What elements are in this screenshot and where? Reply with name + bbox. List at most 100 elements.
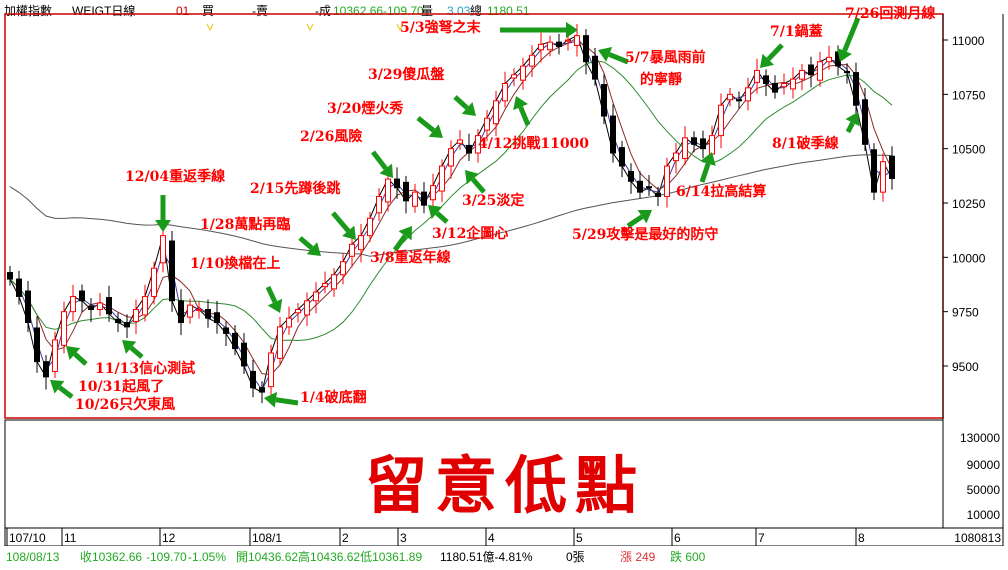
annotation-label: 2/15先蹲後跳 [250,181,341,197]
candle [664,157,670,208]
candle-body [556,41,562,48]
candle [295,302,301,323]
candle [97,292,103,317]
candle-body [61,311,67,346]
annotation-arrow-icon [513,96,531,126]
candle [34,316,40,373]
candle-body [439,165,445,192]
annotation-arrow-icon [50,380,74,399]
candle-body [736,99,742,102]
candle [628,163,634,194]
price-tick-label: 9500 [952,360,979,374]
candle [637,171,643,199]
candle [286,306,292,335]
candle [655,186,661,207]
candle [772,75,778,99]
candle [133,299,139,335]
period-marker-icon [396,23,404,32]
candle [727,87,733,107]
status-close: 收10362.66 [80,550,143,564]
arrow-head [461,102,476,116]
volume-tick-label: 90000 [967,458,1001,472]
candle [619,141,625,178]
arrow-head [398,226,412,241]
candle [448,140,454,179]
candle [115,312,121,333]
arrow-head [155,220,171,232]
status-change: -109.70 [146,550,187,564]
arrow-head [513,96,528,111]
annotation-arrow-icon [66,346,88,366]
status-down: 跌 600 [670,550,706,564]
annotation-label: 7/1鍋蓋 [770,24,823,40]
arrow-shaft [331,211,351,233]
annotation-label: 1/10換檔在上 [190,256,281,272]
candle-body [259,387,265,393]
arrow-shaft [608,52,629,65]
candle-body [682,137,688,159]
date-tick-label: 12 [162,531,176,545]
candle-body [601,84,607,117]
arrow-shaft [371,150,388,171]
arrow-head [428,205,443,219]
annotation-arrow-icon [837,17,861,62]
candle-body [205,308,211,319]
candle [529,45,535,78]
candle-body [340,261,346,276]
candle-body [358,235,364,251]
candle [439,159,445,203]
price-tick-label: 10250 [952,197,986,211]
candle [376,188,382,221]
arrow-head [465,170,479,185]
candle [151,261,157,305]
arrow-head [342,225,356,240]
candle [781,73,787,95]
arrow-shaft [73,352,88,366]
date-tick-label: 6 [674,531,681,545]
arrow-head [264,391,278,408]
candle [736,91,742,109]
price-tick-label: 10000 [952,251,986,265]
arrow-shaft [766,43,784,62]
candle-body [745,87,751,102]
candle-body [79,290,85,302]
candle-body [223,327,229,334]
annotation-label: 1/28萬點再臨 [200,217,291,233]
candle [493,90,499,137]
candle-body [808,64,814,76]
candle-body [448,148,454,167]
date-tick-label: 2 [342,531,349,545]
candle-body [754,69,760,83]
candle [52,331,58,378]
candle-body [484,117,490,131]
candle [88,297,94,323]
annotation-label: 3/8重返年線 [370,250,451,266]
arrow-head [379,163,393,178]
candle-body [16,278,22,297]
candle-body [871,149,877,193]
arrow-head [598,47,613,62]
candle [682,126,688,165]
candle-body [304,300,310,316]
date-tick-label: 7 [758,531,765,545]
candle-body [214,312,220,324]
candle-body [313,291,319,302]
candle [223,321,229,347]
candle-body [286,317,292,328]
candle-body [511,74,517,79]
annotation-label: 5/29攻擊是最好的防守 [572,227,719,243]
candle [358,223,364,263]
status-amount: 1180.51億-4.81% [440,550,533,564]
candle-body [763,75,769,84]
arrow-head [700,152,716,166]
candle-body [493,100,499,125]
arrow-head [267,298,283,313]
arrow-shaft [626,214,644,229]
candle [412,183,418,213]
candle [196,301,202,319]
arrow-head [122,340,137,354]
candle [808,56,814,88]
annotation-arrow-icon [264,391,299,408]
candle-body [115,318,121,324]
